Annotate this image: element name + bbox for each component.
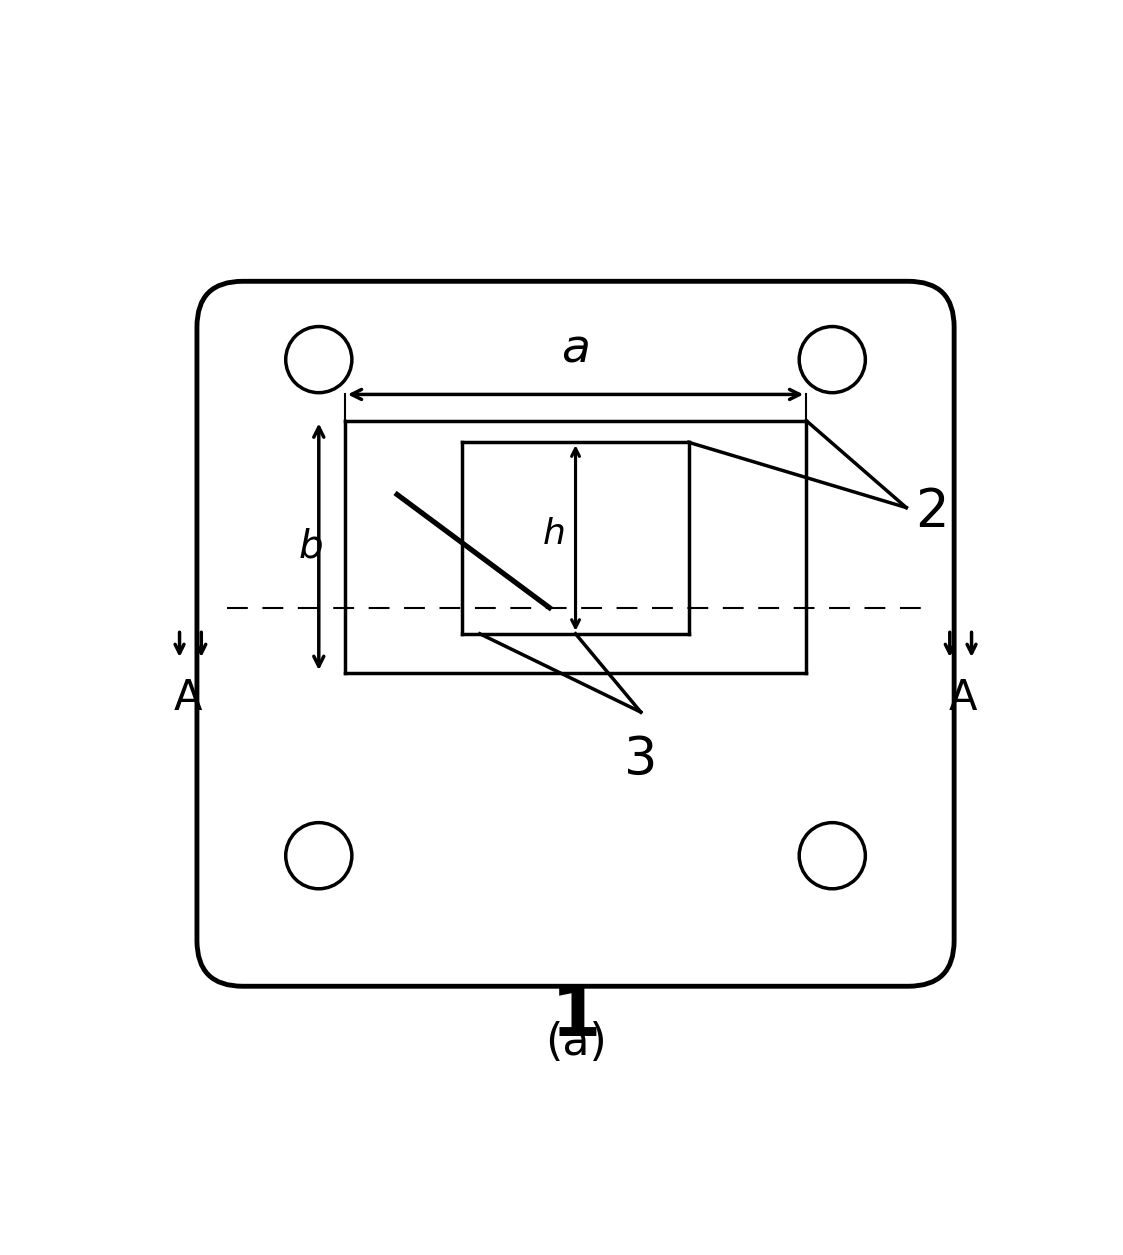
- Text: A: A: [949, 678, 977, 719]
- Text: 3: 3: [624, 734, 658, 786]
- Text: a: a: [562, 328, 590, 373]
- Text: 2: 2: [915, 486, 949, 538]
- Text: h: h: [542, 517, 565, 551]
- Text: b: b: [299, 528, 323, 566]
- Text: 1: 1: [550, 983, 601, 1052]
- Text: A: A: [174, 678, 202, 719]
- Text: (a): (a): [545, 1022, 606, 1064]
- FancyBboxPatch shape: [197, 281, 955, 986]
